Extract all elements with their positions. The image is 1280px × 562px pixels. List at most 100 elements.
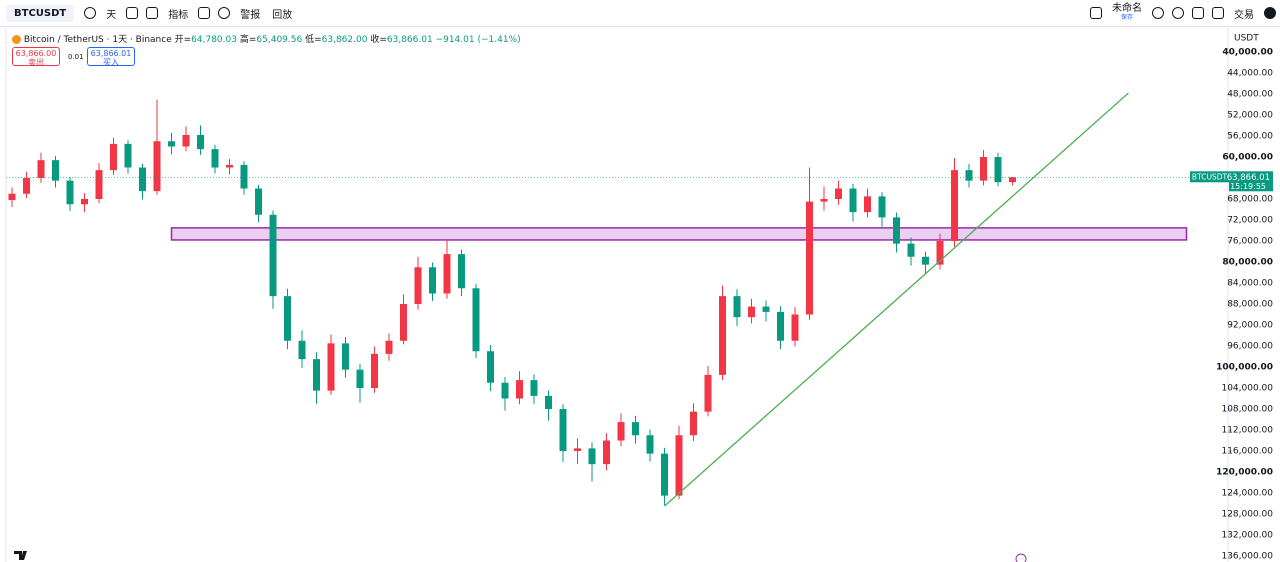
candle-body	[893, 217, 900, 244]
candle-body	[371, 353, 378, 388]
candle-body	[240, 164, 248, 189]
candle-body	[632, 422, 639, 436]
y-tick-label: 52,000.00	[1227, 111, 1273, 121]
candle-body	[690, 411, 697, 436]
candle-body	[704, 374, 712, 412]
candle-body	[849, 188, 857, 213]
y-tick-label: 136,000.00	[1221, 552, 1273, 562]
candle-body	[574, 448, 581, 451]
y-tick-label: 48,000.00	[1227, 90, 1273, 100]
candle-body	[965, 170, 973, 181]
candle-body	[487, 351, 494, 383]
candle-body	[907, 243, 915, 257]
y-tick-label: 44,000.00	[1227, 69, 1273, 79]
search-icon[interactable]	[1152, 7, 1164, 19]
candle-body	[139, 167, 146, 192]
candle-body	[588, 448, 596, 465]
price-tag: 63,866.01	[1227, 173, 1270, 183]
symbol-button[interactable]: BTCUSDT	[6, 4, 75, 22]
candle-body	[835, 188, 842, 199]
candle-body	[472, 288, 480, 352]
candle-body	[878, 196, 886, 218]
symbol-tag-bg	[1190, 171, 1229, 183]
candle-body	[66, 180, 74, 205]
legend-title: Bitcoin / TetherUS · 1天 · Binance	[23, 35, 172, 45]
interval-button[interactable]: 天	[106, 9, 117, 21]
candle-body	[516, 380, 523, 399]
candle-body	[37, 160, 45, 178]
ohlc-label: 开=	[174, 35, 192, 45]
indicators-icon[interactable]	[146, 7, 159, 19]
y-tick-label: 68,000.00	[1227, 195, 1273, 205]
candle-body	[762, 306, 770, 312]
candle-body	[748, 306, 755, 318]
candle-body	[675, 435, 683, 496]
ohlc-label: 收=	[370, 35, 387, 45]
y-tick-label: 84,000.00	[1227, 279, 1273, 289]
candle-body	[458, 254, 465, 289]
fullscreen-icon[interactable]	[1192, 7, 1204, 19]
candle-body	[284, 296, 291, 341]
indicators-button[interactable]: 指标	[168, 9, 189, 21]
templates-icon[interactable]	[198, 7, 211, 19]
candle-body	[559, 409, 567, 451]
candle-body	[226, 164, 233, 168]
candle-body	[806, 201, 813, 315]
legend: Bitcoin / TetherUS · 1天 · Binance 开=64,7…	[12, 32, 521, 45]
sell-button[interactable]: 63,866.00 卖出	[12, 47, 60, 67]
y-tick-label: 92,000.00	[1227, 321, 1273, 331]
candle-body	[197, 134, 204, 150]
candle-body	[168, 141, 175, 147]
y-tick-label: 128,000.00	[1221, 510, 1273, 520]
snapshot-icon[interactable]	[1212, 7, 1224, 19]
y-tick-label: 124,000.00	[1221, 489, 1273, 499]
countdown: 15:19:55	[1230, 182, 1266, 191]
y-tick-label: 116,000.00	[1221, 447, 1273, 457]
settings-icon[interactable]	[1172, 7, 1184, 19]
candle-body	[922, 256, 929, 265]
candle-body	[211, 149, 219, 168]
candle-body	[414, 267, 422, 304]
buy-button[interactable]: 63,866.01 买入	[87, 47, 135, 67]
trade-button[interactable]: 交易	[1234, 9, 1254, 21]
y-axis-label: USDT	[1234, 34, 1259, 44]
ohlc-value: 63,866.01	[386, 35, 433, 45]
layout-icon[interactable]	[1090, 7, 1102, 19]
avatar[interactable]	[1264, 7, 1276, 19]
candle-body	[327, 343, 335, 391]
candle-body	[617, 422, 625, 441]
alert-button[interactable]: 警报	[240, 9, 261, 21]
candle-body	[153, 141, 161, 192]
candle-body	[342, 343, 349, 370]
candle-body	[733, 296, 741, 318]
y-tick-label: 104,000.00	[1221, 384, 1273, 394]
candle-body	[791, 314, 799, 341]
layout-name[interactable]: 未命名 保存	[1112, 4, 1142, 22]
layout-title: 未命名	[1112, 3, 1142, 14]
y-tick-label: 112,000.00	[1221, 426, 1273, 436]
y-tick-label: 56,000.00	[1227, 132, 1273, 142]
y-tick-label: 108,000.00	[1221, 405, 1273, 415]
save-label: 保存	[1120, 14, 1133, 21]
alert-icon[interactable]	[218, 7, 231, 19]
ohlc-value: 65,409.56	[256, 35, 303, 45]
candle-body	[936, 241, 944, 265]
spread: 0.01	[68, 53, 84, 61]
candle-body	[110, 143, 117, 171]
add-symbol[interactable]	[84, 7, 97, 19]
candle-body	[182, 134, 190, 147]
candle-body	[545, 395, 552, 409]
price-zone	[170, 227, 1188, 241]
candle-body	[1009, 177, 1016, 183]
y-tick-label: 64,000.00	[1227, 174, 1273, 184]
candle-body	[864, 196, 871, 213]
chart-type[interactable]	[126, 7, 139, 19]
candle-body	[124, 143, 132, 168]
replay-button[interactable]: 回放	[272, 9, 293, 21]
candle-body	[356, 369, 364, 388]
y-tick-label: 88,000.00	[1227, 300, 1273, 310]
candle-body	[994, 157, 1002, 183]
logo	[14, 551, 27, 560]
